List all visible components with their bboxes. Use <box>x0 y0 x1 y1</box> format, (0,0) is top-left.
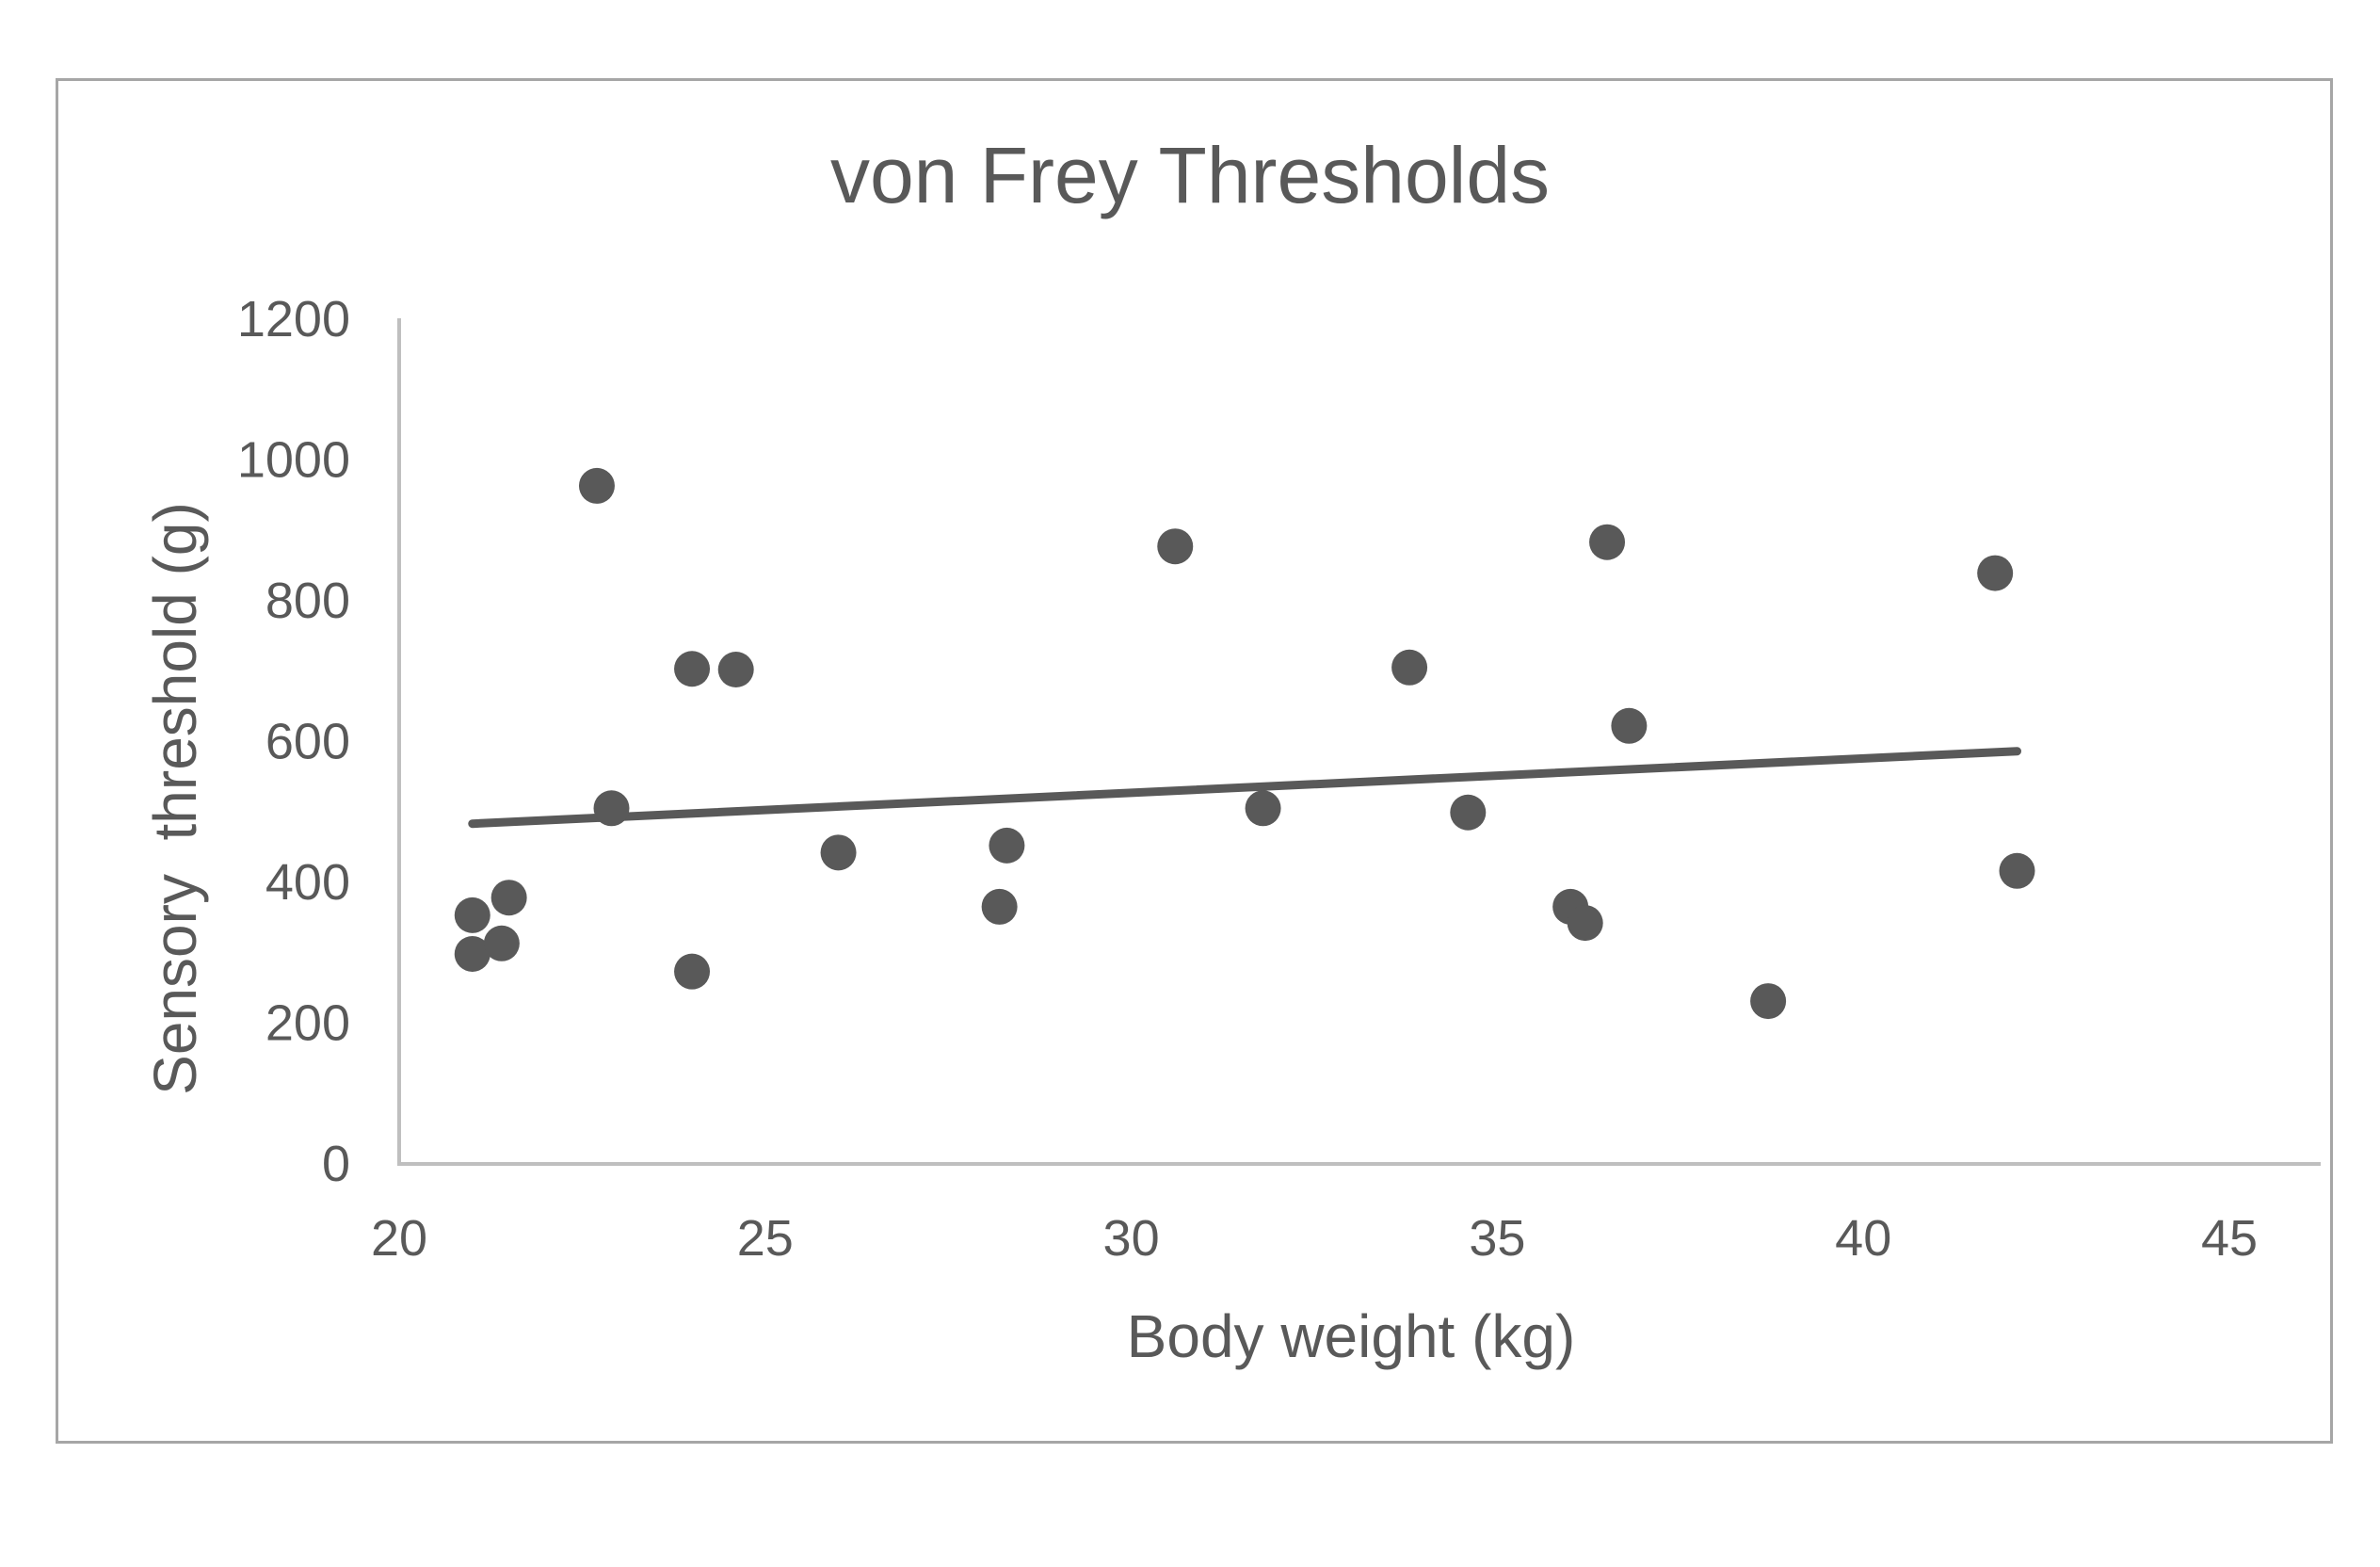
x-tick-label: 25 <box>737 1210 794 1267</box>
data-point <box>820 834 857 871</box>
x-tick-label: 40 <box>1835 1210 1891 1267</box>
y-tick-label: 800 <box>265 573 350 629</box>
data-point <box>1245 790 1281 827</box>
data-point <box>1567 905 1603 942</box>
y-tick-label: 200 <box>265 995 350 1052</box>
data-point <box>1999 852 2035 889</box>
y-tick-label: 400 <box>265 854 350 911</box>
chart-title: von Frey Thresholds <box>829 131 1551 219</box>
x-tick-label: 20 <box>371 1210 427 1267</box>
data-point <box>490 880 527 916</box>
trendline <box>468 747 2021 829</box>
data-point <box>1750 983 1787 1020</box>
data-point <box>674 953 711 990</box>
data-point <box>1977 555 2014 591</box>
data-point <box>1589 524 1626 560</box>
x-tick-label: 35 <box>1469 1210 1525 1267</box>
data-point <box>578 467 615 504</box>
data-point <box>454 935 490 972</box>
x-axis-title: Body weight (kg) <box>1126 1302 1576 1370</box>
data-point <box>1157 528 1194 565</box>
data-point <box>454 897 490 933</box>
data-point <box>981 888 1018 925</box>
data-point <box>483 925 520 961</box>
data-point <box>674 651 711 687</box>
data-point <box>1450 794 1487 831</box>
y-tick-label: 1000 <box>237 432 350 489</box>
y-tick-label: 600 <box>265 714 350 770</box>
data-point <box>593 790 630 827</box>
y-tick-label: 1200 <box>237 291 350 347</box>
x-tick-label: 30 <box>1103 1210 1160 1267</box>
data-point <box>989 827 1025 864</box>
x-tick-label: 45 <box>2201 1210 2258 1267</box>
data-point <box>1391 649 1428 686</box>
data-point <box>717 652 754 688</box>
chart-outer-border <box>56 78 2333 1444</box>
y-tick-label: 0 <box>322 1136 350 1192</box>
data-point <box>1611 707 1648 744</box>
y-axis-title: Sensory threshold (g) <box>141 502 209 1095</box>
